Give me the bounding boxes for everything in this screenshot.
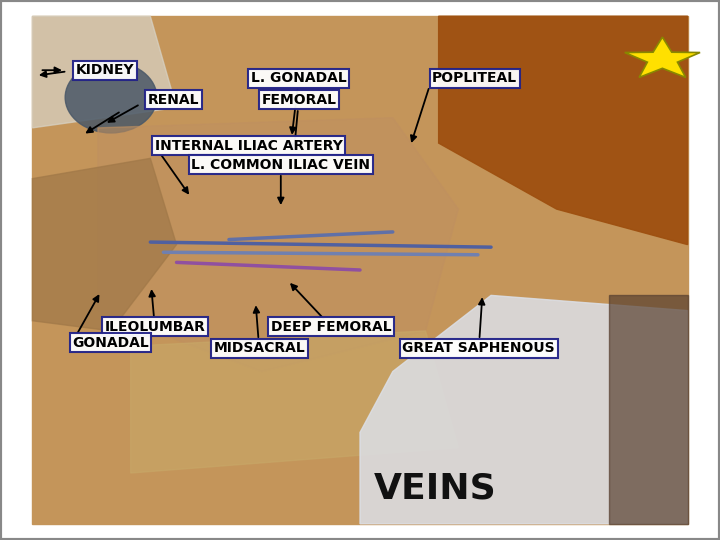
Bar	[609, 295, 688, 524]
Ellipse shape	[65, 62, 157, 133]
Text: L. COMMON ILIAC VEIN: L. COMMON ILIAC VEIN	[192, 158, 370, 172]
Polygon shape	[625, 37, 700, 77]
Text: GONADAL: GONADAL	[72, 336, 149, 350]
Text: GREAT SAPHENOUS: GREAT SAPHENOUS	[402, 341, 555, 355]
Text: INTERNAL ILIAC ARTERY: INTERNAL ILIAC ARTERY	[155, 139, 343, 153]
Text: RENAL: RENAL	[148, 93, 199, 107]
Polygon shape	[32, 16, 176, 128]
Polygon shape	[98, 118, 459, 372]
Text: POPLITEAL: POPLITEAL	[432, 71, 517, 85]
Text: ILEOLUMBAR: ILEOLUMBAR	[104, 320, 205, 334]
Polygon shape	[32, 158, 176, 331]
Polygon shape	[360, 295, 688, 524]
Text: VEINS: VEINS	[374, 472, 497, 505]
Text: DEEP FEMORAL: DEEP FEMORAL	[271, 320, 392, 334]
Text: KIDNEY: KIDNEY	[76, 63, 134, 77]
Text: MIDSACRAL: MIDSACRAL	[213, 341, 305, 355]
Text: FEMORAL: FEMORAL	[261, 93, 336, 107]
Text: L. GONADAL: L. GONADAL	[251, 71, 346, 85]
Polygon shape	[131, 331, 459, 473]
Polygon shape	[438, 16, 688, 245]
